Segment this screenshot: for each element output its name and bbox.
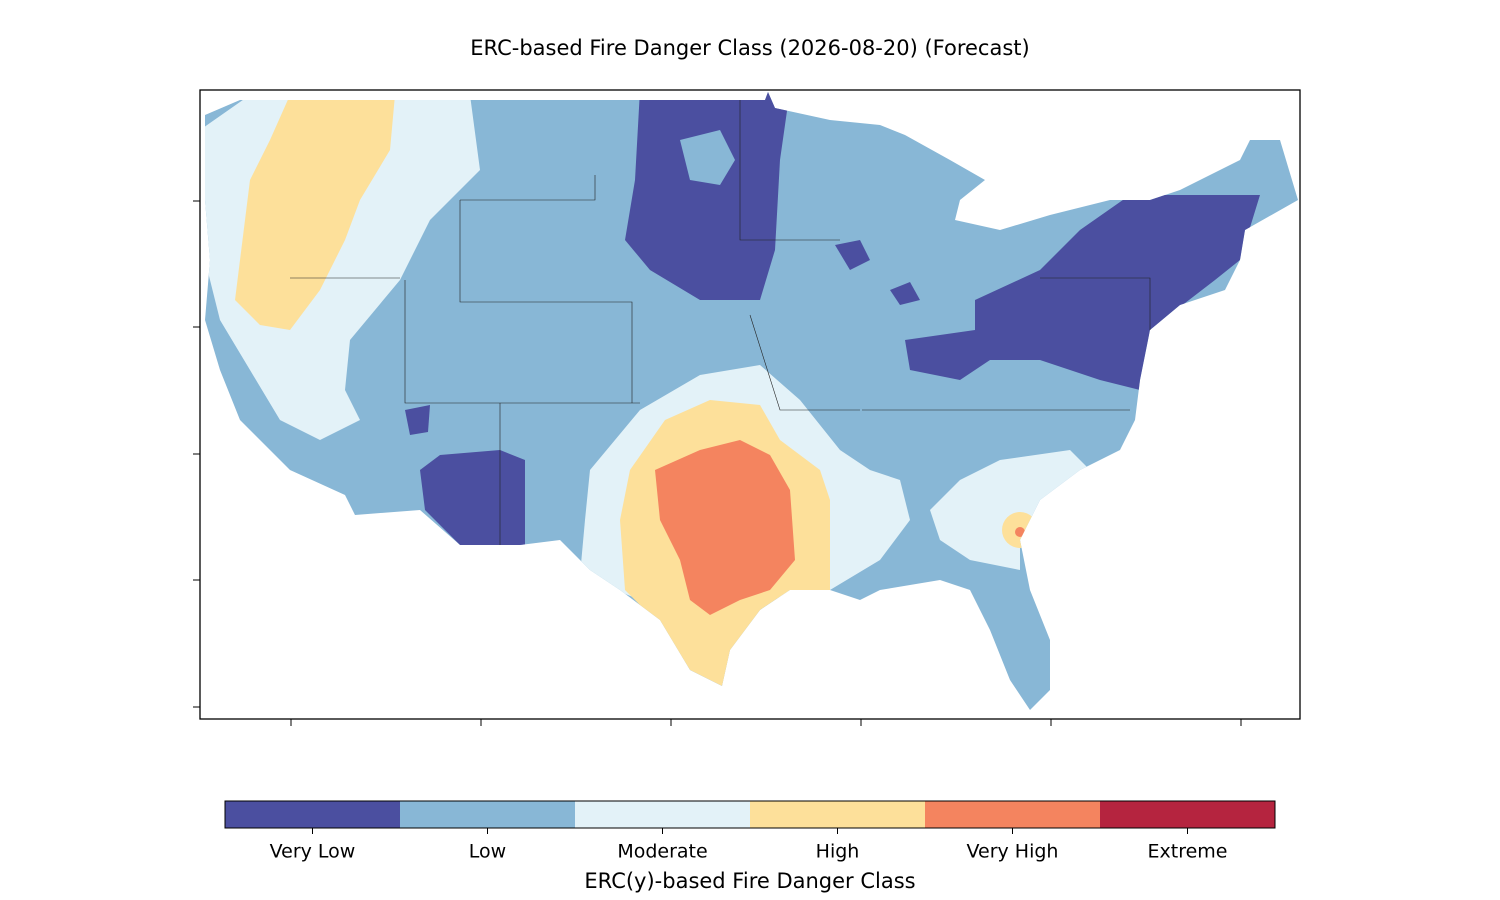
colorbar-frame xyxy=(224,800,1276,829)
danger-regions xyxy=(205,92,1298,710)
state-borders xyxy=(290,100,1151,545)
colorbar-swatch xyxy=(750,801,926,828)
colorbar-swatch xyxy=(225,801,401,828)
region xyxy=(655,440,795,615)
colorbar-swatch xyxy=(400,801,576,828)
region xyxy=(1015,527,1025,537)
region xyxy=(890,282,920,305)
colorbar-tick-label: Extreme xyxy=(1148,841,1228,863)
colorbar-swatch xyxy=(925,801,1101,828)
map-frame xyxy=(199,89,1301,720)
colorbar-tick-label: Very Low xyxy=(270,841,356,863)
region xyxy=(235,95,395,330)
region xyxy=(905,195,1260,390)
colorbar: Very Low Low Moderate High Very High Extreme xyxy=(224,800,1276,863)
colorbar-swatch xyxy=(575,801,751,828)
colorbar-tick-label: Moderate xyxy=(617,841,707,863)
axis-ticks xyxy=(193,200,1242,726)
colorbar-tick-label: Low xyxy=(469,841,506,863)
map xyxy=(205,92,1298,710)
map-title: ERC-based Fire Danger Class (2026-08-20)… xyxy=(470,36,1029,60)
colorbar-tick-label: High xyxy=(816,841,860,863)
region xyxy=(930,450,1090,570)
colorbar-label: ERC(y)-based Fire Danger Class xyxy=(584,869,915,893)
colorbar-tick-label: Very High xyxy=(967,841,1059,863)
colorbar-swatch xyxy=(1100,801,1276,828)
region xyxy=(835,240,870,270)
region xyxy=(405,405,430,435)
region xyxy=(680,130,735,185)
region xyxy=(420,450,525,545)
region xyxy=(625,92,790,300)
